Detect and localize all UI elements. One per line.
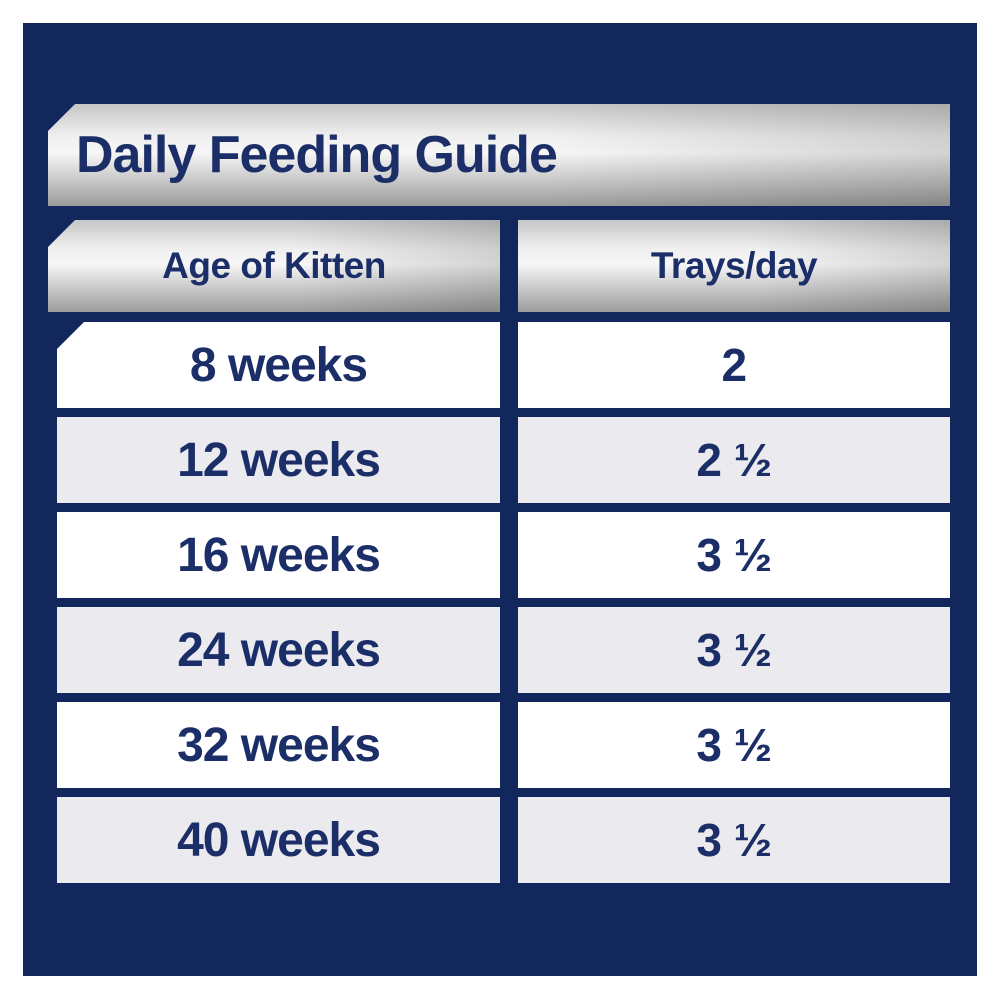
age-cell-row-6: 40 weeks [57, 797, 500, 883]
trays-cell-row-5: 3 ½ [518, 702, 950, 788]
column-header-trays-label: Trays/day [650, 245, 818, 286]
trays-cell-row-4: 3 ½ [518, 607, 950, 693]
trays-value: 3 ½ [696, 529, 772, 581]
age-value: 16 weeks [177, 528, 381, 582]
age-cell-row-5: 32 weeks [57, 702, 500, 788]
trays-value: 2 ½ [696, 434, 772, 486]
trays-cell-row-3: 3 ½ [518, 512, 950, 598]
age-value: 12 weeks [177, 433, 381, 487]
age-cell-row-4: 24 weeks [57, 607, 500, 693]
trays-value: 3 ½ [696, 814, 772, 866]
age-cell-row-1: 8 weeks [57, 322, 500, 408]
age-value: 40 weeks [177, 813, 381, 867]
column-header-trays: Trays/day [518, 220, 950, 312]
trays-cell-row-2: 2 ½ [518, 417, 950, 503]
column-header-age-label: Age of Kitten [162, 245, 386, 286]
trays-value: 3 ½ [696, 624, 772, 676]
age-cell-row-3: 16 weeks [57, 512, 500, 598]
trays-cell-row-6: 3 ½ [518, 797, 950, 883]
age-cell-row-2: 12 weeks [57, 417, 500, 503]
page-title: Daily Feeding Guide [76, 126, 558, 184]
title-banner: Daily Feeding Guide [48, 104, 950, 206]
trays-value: 2 [721, 339, 747, 391]
trays-value: 3 ½ [696, 719, 772, 771]
navy-panel: Daily Feeding Guide Age of Kitten Trays/… [23, 23, 977, 976]
age-value: 8 weeks [189, 338, 368, 392]
age-value: 32 weeks [177, 718, 381, 772]
trays-cell-row-1: 2 [518, 322, 950, 408]
column-header-age: Age of Kitten [48, 220, 500, 312]
age-value: 24 weeks [177, 623, 381, 677]
